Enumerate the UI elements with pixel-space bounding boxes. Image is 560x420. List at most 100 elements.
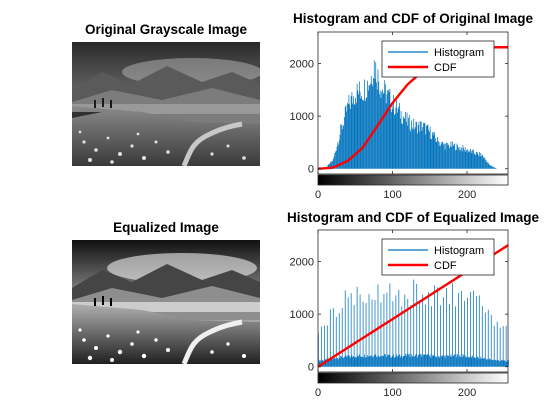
histogram-bar [387,90,389,169]
histogram-bar [346,111,348,169]
histogram-bar [444,149,446,169]
histogram-bar [431,139,432,169]
histogram-bar [344,117,345,169]
histogram-bar [399,118,401,169]
histogram-bar [475,154,476,169]
histogram-bar [419,131,421,169]
histogram-bar [329,162,331,169]
histogram-bar [342,124,344,169]
equalized-image [72,240,260,364]
histogram-bar [438,145,440,169]
histogram-bar [420,121,421,169]
histogram-bar [425,134,427,169]
histogram-bar [434,132,435,169]
histogram-bar [461,147,462,169]
histogram-bar [442,142,444,169]
histogram-bar [412,129,414,169]
histogram-bar [476,152,478,169]
histogram-bar [360,98,362,169]
legend: Histogram CDF [381,40,495,78]
histogram-bar [443,144,444,169]
equalized-image-title: Equalized Image [113,220,219,235]
histogram-bar [330,162,332,169]
histogram-bar [439,142,441,169]
histogram-bar [495,167,497,169]
histogram-bar [457,145,459,169]
histogram-bar [380,97,382,169]
histogram-bar [375,62,377,169]
histogram-bar [483,158,485,169]
histogram-bar [402,124,403,169]
histogram-bar [465,151,467,169]
histogram-bar [376,89,378,169]
histogram-bar [436,141,438,169]
histogram-bar [349,104,351,169]
histogram-bar [332,158,334,169]
histogram-bar [471,153,473,169]
histogram-bar [478,155,479,169]
histogram-bar [464,150,465,169]
histogram-bar [354,104,356,169]
histogram-bar [373,77,374,169]
histogram-bar [403,118,405,169]
histogram-bar [451,146,453,169]
histogram-bar [472,149,473,169]
histogram-bar [409,129,411,169]
histogram-bar [388,92,390,169]
histogram-bar [455,150,456,169]
intensity-colorbar [317,174,509,186]
histogram-bar [367,90,369,169]
histogram-bar [402,116,404,169]
histogram-bar [446,142,447,169]
histogram-bar [447,145,449,169]
histogram-bar [335,151,336,169]
histogram-bar [417,125,419,169]
histogram-bar [401,123,403,169]
histogram-bar [338,144,339,169]
histogram-bar [333,156,335,169]
histogram-bar [335,150,337,169]
histogram-bar [367,80,368,169]
histogram-bar [336,146,338,169]
histogram-bar [440,145,441,169]
histogram-bar [427,124,429,169]
histogram-bar [429,131,430,169]
histogram-bar [382,94,384,169]
histogram-bar [391,112,392,169]
histogram-bar [353,104,355,169]
histogram-bar [329,163,330,169]
histogram-bar [426,125,428,169]
histogram-bar [426,126,427,169]
legend-entry: CDF [434,62,457,74]
histogram-bar [453,144,455,169]
histogram-bar [481,154,483,169]
y-tick-label: 1000 [290,111,314,123]
histogram-bar [418,121,420,169]
histogram-bar [488,164,490,169]
histogram-bar [339,134,341,169]
histogram-bar [405,111,406,169]
histogram-bar [452,146,454,169]
histogram-bar [357,90,359,169]
histogram-bar [397,108,399,169]
histogram-bar [416,122,418,169]
histogram-bar [362,99,364,169]
histogram-bar [385,103,387,169]
histogram-bar [394,113,396,169]
axes-box [317,31,509,175]
histogram-bar [474,154,476,169]
histogram-bar [450,141,452,169]
histogram-bar [363,101,365,169]
original-image-title: Original Grayscale Image [84,22,248,37]
histogram-bar [395,107,397,169]
histogram-bar [448,144,450,169]
histogram-bar [467,149,468,169]
histogram-bar [479,156,481,169]
histogram-bar [371,84,373,169]
histogram-bar [337,142,339,169]
histogram-bars [318,60,497,169]
histogram-bar [359,92,361,169]
histogram-bar [449,148,450,169]
histogram-bar [489,164,491,169]
